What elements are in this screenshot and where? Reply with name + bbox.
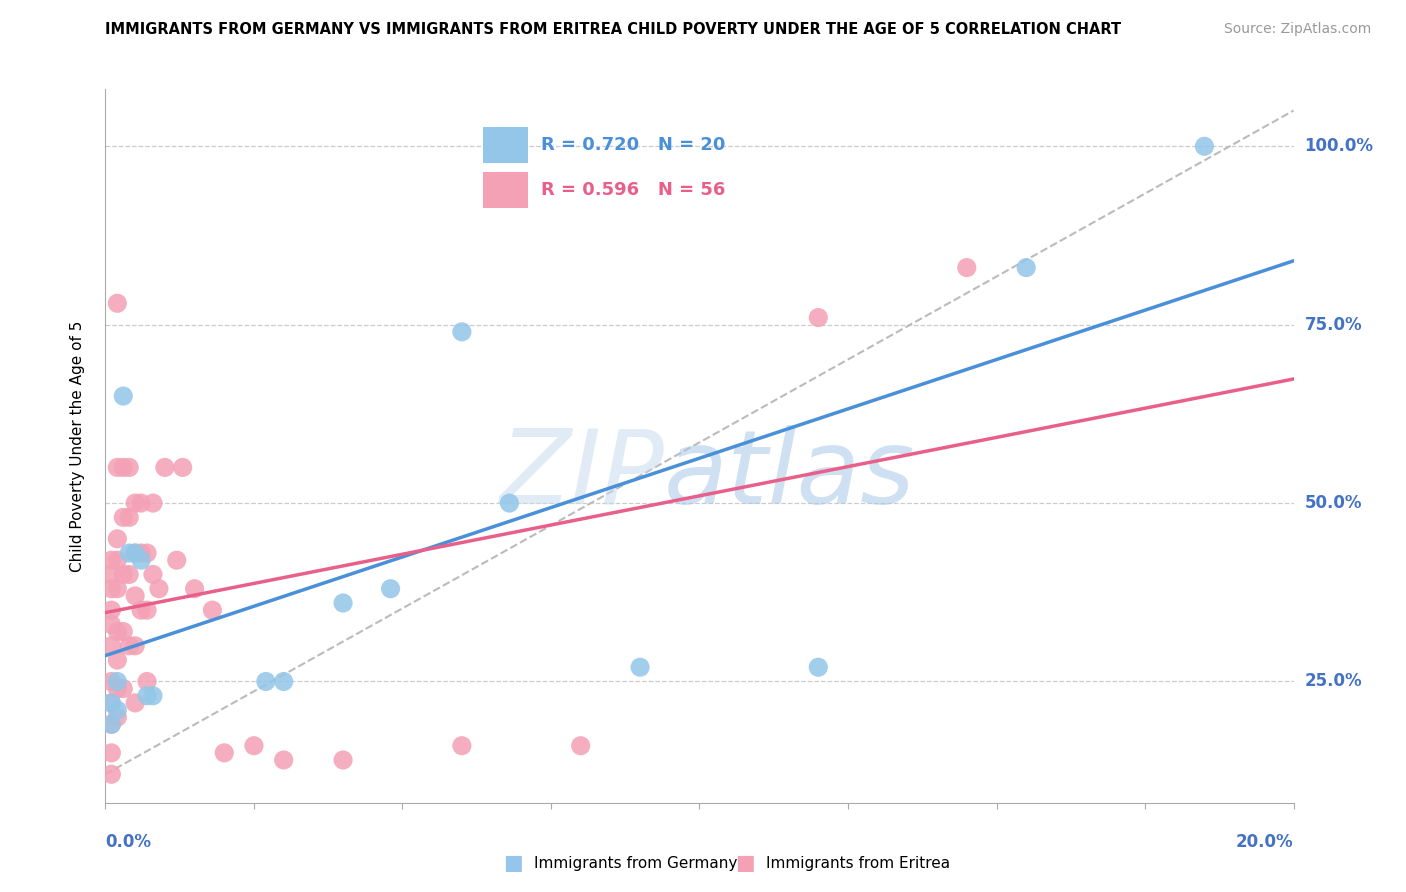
Point (142, 567, 165, 582)
Text: R = 0.720   N = 20: R = 0.720 N = 20 (541, 136, 725, 153)
Point (201, 603, 224, 617)
Point (153, 460, 176, 475)
Point (100, 674, 122, 689)
Point (807, 660, 830, 674)
Point (112, 567, 135, 582)
Y-axis label: Child Poverty Under the Age of 5: Child Poverty Under the Age of 5 (70, 320, 84, 572)
Point (105, 653, 128, 667)
Text: ■: ■ (503, 854, 523, 873)
Text: ZIP: ZIP (499, 425, 664, 524)
Point (450, 325, 472, 339)
Point (118, 510, 141, 524)
Point (105, 710, 128, 724)
Text: atlas: atlas (664, 425, 915, 524)
Point (118, 460, 141, 475)
Point (254, 674, 277, 689)
Point (1015, 260, 1038, 275)
Point (129, 546, 152, 560)
Text: 20.0%: 20.0% (1236, 833, 1294, 851)
Point (124, 589, 146, 603)
Point (112, 460, 135, 475)
Point (112, 389, 135, 403)
Point (807, 310, 830, 325)
Point (183, 582, 205, 596)
Point (124, 546, 146, 560)
Point (100, 746, 122, 760)
Point (118, 546, 141, 560)
Point (148, 582, 170, 596)
Point (498, 496, 520, 510)
Point (100, 603, 122, 617)
Point (129, 496, 152, 510)
Point (273, 674, 295, 689)
Point (112, 510, 135, 524)
Point (136, 603, 159, 617)
Point (956, 260, 979, 275)
Point (380, 582, 402, 596)
Point (100, 553, 122, 567)
Point (105, 703, 128, 717)
Point (100, 582, 122, 596)
Text: 75.0%: 75.0% (1305, 316, 1362, 334)
Point (105, 674, 128, 689)
Point (124, 546, 146, 560)
Text: Immigrants from Germany: Immigrants from Germany (534, 856, 738, 871)
Point (112, 681, 135, 696)
Point (332, 753, 354, 767)
Point (100, 617, 122, 632)
Bar (484, 127, 529, 162)
Point (100, 567, 122, 582)
Text: IMMIGRANTS FROM GERMANY VS IMMIGRANTS FROM ERITREA CHILD POVERTY UNDER THE AGE O: IMMIGRANTS FROM GERMANY VS IMMIGRANTS FR… (105, 22, 1122, 37)
Point (100, 767, 122, 781)
Point (332, 596, 354, 610)
Point (214, 746, 236, 760)
Point (124, 639, 146, 653)
Point (136, 546, 159, 560)
Point (129, 603, 152, 617)
Text: ■: ■ (735, 854, 755, 873)
Point (105, 296, 128, 310)
Point (100, 696, 122, 710)
Text: 100.0%: 100.0% (1305, 137, 1374, 155)
Point (105, 582, 128, 596)
Point (100, 696, 122, 710)
Point (142, 496, 165, 510)
Point (166, 553, 188, 567)
Bar (484, 171, 529, 208)
Point (105, 532, 128, 546)
Text: 25.0%: 25.0% (1305, 673, 1362, 690)
Point (243, 739, 266, 753)
Text: R = 0.596   N = 56: R = 0.596 N = 56 (541, 181, 725, 199)
Point (136, 689, 159, 703)
Point (569, 739, 592, 753)
Point (100, 639, 122, 653)
Text: Source: ZipAtlas.com: Source: ZipAtlas.com (1223, 22, 1371, 37)
Point (112, 624, 135, 639)
Point (105, 624, 128, 639)
Point (450, 739, 472, 753)
Point (273, 753, 295, 767)
Point (136, 674, 159, 689)
Point (628, 660, 651, 674)
Point (129, 553, 152, 567)
Point (118, 639, 141, 653)
Point (105, 460, 128, 475)
Point (105, 553, 128, 567)
Point (105, 681, 128, 696)
Point (100, 717, 122, 731)
Text: Immigrants from Eritrea: Immigrants from Eritrea (766, 856, 950, 871)
Point (100, 717, 122, 731)
Text: 50.0%: 50.0% (1305, 494, 1362, 512)
Point (124, 496, 146, 510)
Point (118, 567, 141, 582)
Text: 0.0%: 0.0% (105, 833, 152, 851)
Point (124, 696, 146, 710)
Point (142, 689, 165, 703)
Point (1194, 139, 1216, 153)
Point (172, 460, 194, 475)
